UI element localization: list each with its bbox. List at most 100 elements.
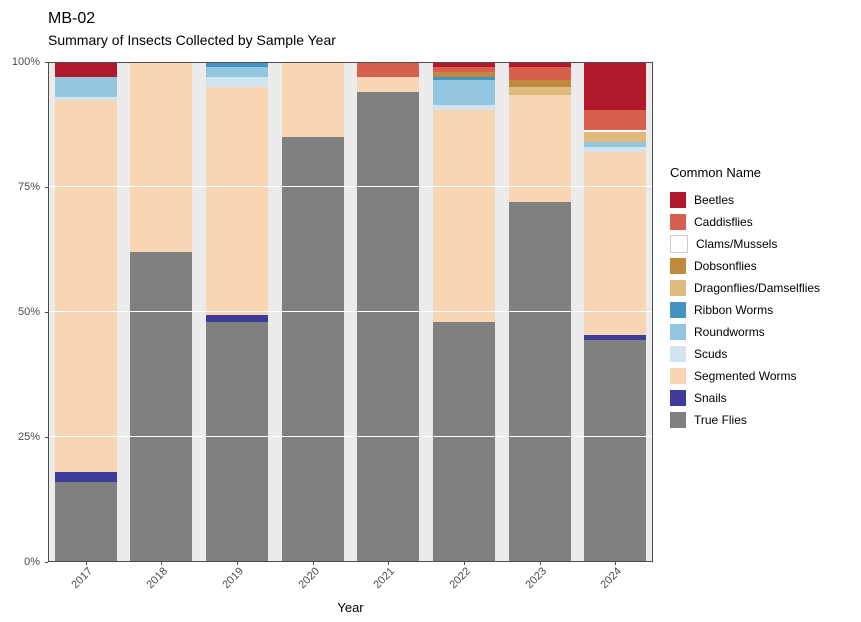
legend-label: Caddisflies [694, 215, 753, 229]
bar-segment [55, 77, 117, 97]
bar-segment [433, 80, 495, 105]
x-tick-label: 2020 [296, 565, 322, 591]
bar-segment [282, 62, 344, 137]
legend-item: Segmented Worms [670, 366, 820, 386]
legend-swatch [670, 258, 686, 274]
legend-label: Clams/Mussels [696, 237, 777, 251]
bar-segment [509, 87, 571, 95]
y-tick-mark [45, 437, 48, 438]
y-tick-mark [45, 312, 48, 313]
x-tick-label: 2018 [145, 565, 171, 591]
y-tick-label: 75% [0, 181, 40, 193]
gridline-h [48, 186, 653, 187]
legend-swatch [670, 192, 686, 208]
bar-segment [282, 137, 344, 562]
x-tick-label: 2024 [599, 565, 625, 591]
bar-segment [206, 77, 268, 87]
bar-segment [584, 147, 646, 152]
legend-swatch [670, 412, 686, 428]
bar-segment [55, 100, 117, 473]
bar-segment [509, 67, 571, 80]
bar-segment [357, 62, 419, 77]
bar-segment [433, 72, 495, 77]
bar-segment [584, 340, 646, 563]
bar-segment [55, 62, 117, 77]
bar-column [584, 62, 646, 562]
bar-segment [206, 322, 268, 562]
bar-segment [357, 92, 419, 562]
bar-segment [509, 80, 571, 88]
y-tick-mark [45, 187, 48, 188]
legend-swatch [670, 324, 686, 340]
bar-segment [584, 130, 646, 133]
bar-segment [55, 472, 117, 482]
bar-segment [584, 142, 646, 147]
bar-segment [584, 152, 646, 335]
bar-segment [584, 110, 646, 130]
legend-item: Beetles [670, 190, 820, 210]
legend-label: Dobsonflies [694, 259, 757, 273]
legend-label: True Flies [694, 413, 747, 427]
bar-segment [433, 105, 495, 110]
y-tick-label: 50% [0, 306, 40, 318]
bar-column [357, 62, 419, 562]
legend-item: True Flies [670, 410, 820, 430]
legend-label: Roundworms [694, 325, 765, 339]
gridline-h [48, 436, 653, 437]
bar-segment [433, 67, 495, 72]
legend-label: Dragonflies/Damselflies [694, 281, 820, 295]
legend-swatch [670, 390, 686, 406]
chart-container: MB-02 Summary of Insects Collected by Sa… [0, 0, 861, 622]
y-tick-mark [45, 562, 48, 563]
y-tick-label: 0% [0, 556, 40, 568]
plot-area [48, 62, 653, 562]
legend-item: Snails [670, 388, 820, 408]
title-block: MB-02 Summary of Insects Collected by Sa… [48, 10, 336, 48]
legend: Common Name Beetles Caddisflies Clams/Muss… [670, 165, 820, 432]
legend-swatch [670, 302, 686, 318]
legend-item: Roundworms [670, 322, 820, 342]
legend-item: Scuds [670, 344, 820, 364]
legend-item: Dobsonflies [670, 256, 820, 276]
legend-swatch [670, 368, 686, 384]
x-tick-label: 2023 [523, 565, 549, 591]
bar-segment [206, 67, 268, 77]
legend-label: Ribbon Worms [694, 303, 773, 317]
bar-segment [206, 62, 268, 67]
legend-item: Dragonflies/Damselflies [670, 278, 820, 298]
legend-label: Beetles [694, 193, 734, 207]
legend-item: Ribbon Worms [670, 300, 820, 320]
bar-segment [509, 62, 571, 67]
legend-swatch [670, 280, 686, 296]
bar-segment [433, 77, 495, 80]
x-tick-label: 2019 [220, 565, 246, 591]
y-tick-mark [45, 62, 48, 63]
y-tick-label: 100% [0, 56, 40, 68]
legend-label: Snails [694, 391, 727, 405]
bar-segment [584, 62, 646, 110]
x-tick-label: 2021 [372, 565, 398, 591]
legend-item: Clams/Mussels [670, 234, 820, 254]
legend-swatch [670, 346, 686, 362]
legend-swatch [670, 214, 686, 230]
x-tick-label: 2022 [447, 565, 473, 591]
bar-segment [55, 482, 117, 562]
legend-item: Caddisflies [670, 212, 820, 232]
bar-segment [433, 322, 495, 562]
bar-column [433, 62, 495, 562]
legend-label: Scuds [694, 347, 727, 361]
bar-segment [433, 110, 495, 323]
bar-column [282, 62, 344, 562]
y-tick-label: 25% [0, 431, 40, 443]
bar-segment [509, 202, 571, 562]
chart-title: MB-02 [48, 10, 336, 28]
bar-segment [357, 77, 419, 92]
legend-label: Segmented Worms [694, 369, 797, 383]
gridline-h [48, 61, 653, 62]
gridline-h [48, 311, 653, 312]
bar-column [509, 62, 571, 562]
x-axis-label: Year [337, 600, 363, 615]
legend-title: Common Name [670, 165, 820, 180]
bar-segment [130, 62, 192, 252]
gridline-h [48, 561, 653, 562]
